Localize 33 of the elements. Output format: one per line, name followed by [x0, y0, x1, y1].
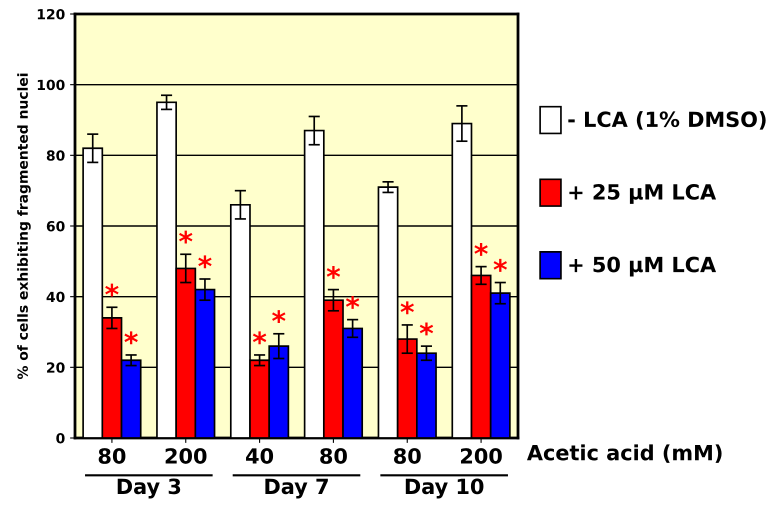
legend-label: - LCA (1% DMSO) — [568, 111, 766, 130]
y-tick-label: 100 — [38, 80, 65, 90]
x-tick-label: 80 — [320, 448, 347, 464]
x-tick-label: 80 — [394, 448, 421, 464]
y-tick-label: 60 — [46, 220, 65, 232]
x-tick-label: 40 — [246, 448, 274, 464]
x-tick-label: 200 — [460, 448, 502, 464]
y-tick-label: 20 — [47, 362, 65, 373]
data-label: * — [474, 243, 488, 256]
y-axis-title: % of cells exhibiting fragmented nuclei — [17, 74, 31, 380]
data-label: * — [252, 331, 266, 344]
data-label: * — [105, 284, 119, 297]
text: Day 10 — [406, 478, 484, 498]
legend-label: + 50 µM LCA — [569, 256, 716, 276]
text: Day 3 — [118, 478, 180, 498]
text: Day 7 — [265, 478, 328, 498]
data-label: * — [494, 258, 507, 272]
data-label: * — [198, 255, 212, 268]
data-label: * — [124, 331, 138, 344]
data-label: * — [272, 310, 286, 324]
y-tick-label: 40 — [46, 292, 65, 302]
data-label: * — [420, 322, 434, 336]
y-tick-label: 120 — [38, 8, 65, 20]
x-axis-title: Acetic acid (mM) — [526, 444, 722, 463]
data-label: * — [346, 296, 360, 309]
x-tick-label: 80 — [98, 448, 126, 464]
x-tick-label: 200 — [166, 448, 206, 464]
data-label: * — [326, 266, 340, 279]
y-tick-label: 0 — [56, 432, 65, 444]
y-tick-label: 80 — [46, 150, 65, 161]
data-label: * — [400, 301, 414, 314]
data-label: * — [179, 230, 192, 244]
legend-label: + 25 µM LCA — [569, 184, 716, 204]
